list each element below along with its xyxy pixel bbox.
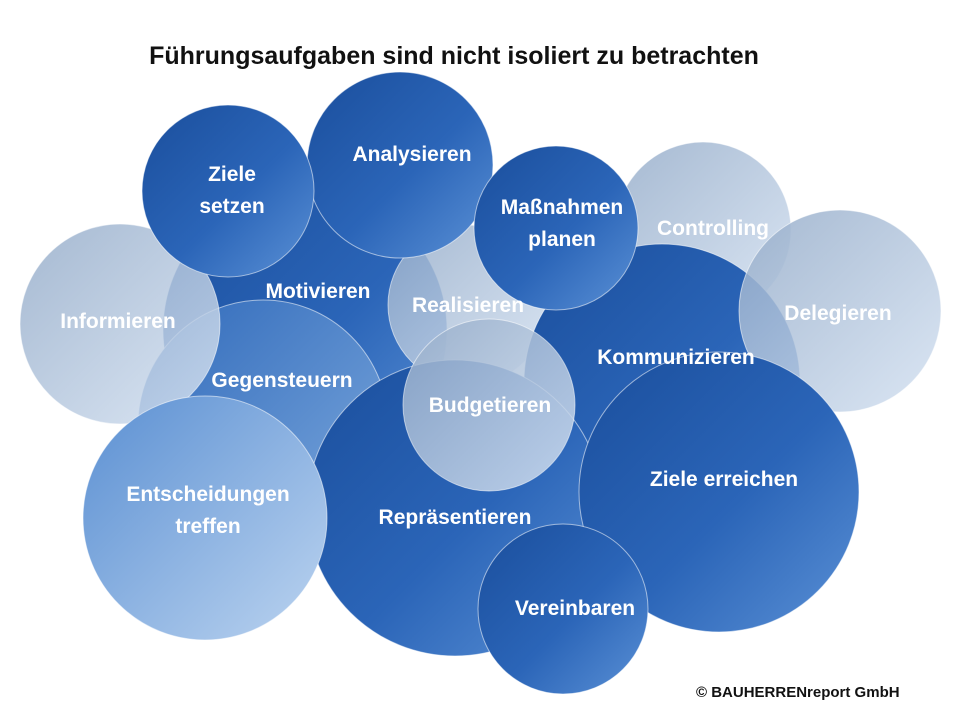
label-ziele-setzen-line: Ziele: [208, 163, 256, 186]
label-entscheidungen-treffen: Entscheidungen treffen: [126, 483, 289, 538]
bubble-ziele-erreichen: [578, 351, 860, 633]
bubble-massnahmen-planen: [473, 145, 639, 311]
label-repraesentieren-line: Repräsentieren: [379, 506, 532, 529]
label-controlling-line: Controlling: [657, 217, 769, 240]
bubble-informieren: [19, 223, 221, 425]
bubble-vereinbaren: [477, 523, 649, 695]
label-kommunizieren-line: Kommunizieren: [597, 346, 755, 369]
label-delegieren-line: Delegieren: [784, 302, 891, 325]
label-gegensteuern-line: Gegensteuern: [211, 369, 352, 392]
label-ziele-setzen: Ziele setzen: [199, 163, 264, 218]
copyright-notice: © BAUHERRENreport GmbH: [696, 684, 900, 701]
bubble-delegieren: [738, 209, 942, 413]
label-realisieren-line: Realisieren: [412, 294, 524, 317]
label-budgetieren: Budgetieren: [429, 394, 552, 417]
label-gegensteuern: Gegensteuern: [211, 369, 352, 392]
label-motivieren-line: Motivieren: [265, 280, 370, 303]
label-vereinbaren-line: Vereinbaren: [515, 597, 635, 620]
label-entscheidungen-treffen-line: Entscheidungen: [126, 483, 289, 506]
label-massnahmen-planen-line: planen: [528, 228, 596, 251]
label-controlling: Controlling: [657, 217, 769, 240]
label-kommunizieren: Kommunizieren: [597, 346, 755, 369]
label-vereinbaren: Vereinbaren: [515, 597, 635, 620]
label-ziele-setzen-line: setzen: [199, 195, 264, 218]
label-motivieren: Motivieren: [265, 280, 370, 303]
diagram-title: Führungsaufgaben sind nicht isoliert zu …: [149, 42, 759, 70]
label-massnahmen-planen-line: Maßnahmen: [501, 196, 624, 219]
label-realisieren: Realisieren: [412, 294, 524, 317]
label-budgetieren-line: Budgetieren: [429, 394, 552, 417]
bubble-entscheidungen-treffen: [82, 395, 328, 641]
label-delegieren: Delegieren: [784, 302, 891, 325]
label-repraesentieren: Repräsentieren: [379, 506, 532, 529]
label-analysieren: Analysieren: [352, 143, 471, 166]
bubble-ziele-setzen: [141, 104, 315, 278]
label-ziele-erreichen-line: Ziele erreichen: [650, 468, 798, 491]
label-massnahmen-planen: Maßnahmen planen: [501, 196, 624, 251]
label-entscheidungen-treffen-line: treffen: [175, 515, 240, 538]
label-ziele-erreichen: Ziele erreichen: [650, 468, 798, 491]
label-analysieren-line: Analysieren: [352, 143, 471, 166]
label-informieren-line: Informieren: [60, 310, 176, 333]
label-informieren: Informieren: [60, 310, 176, 333]
bubble-budgetieren: [402, 318, 576, 492]
